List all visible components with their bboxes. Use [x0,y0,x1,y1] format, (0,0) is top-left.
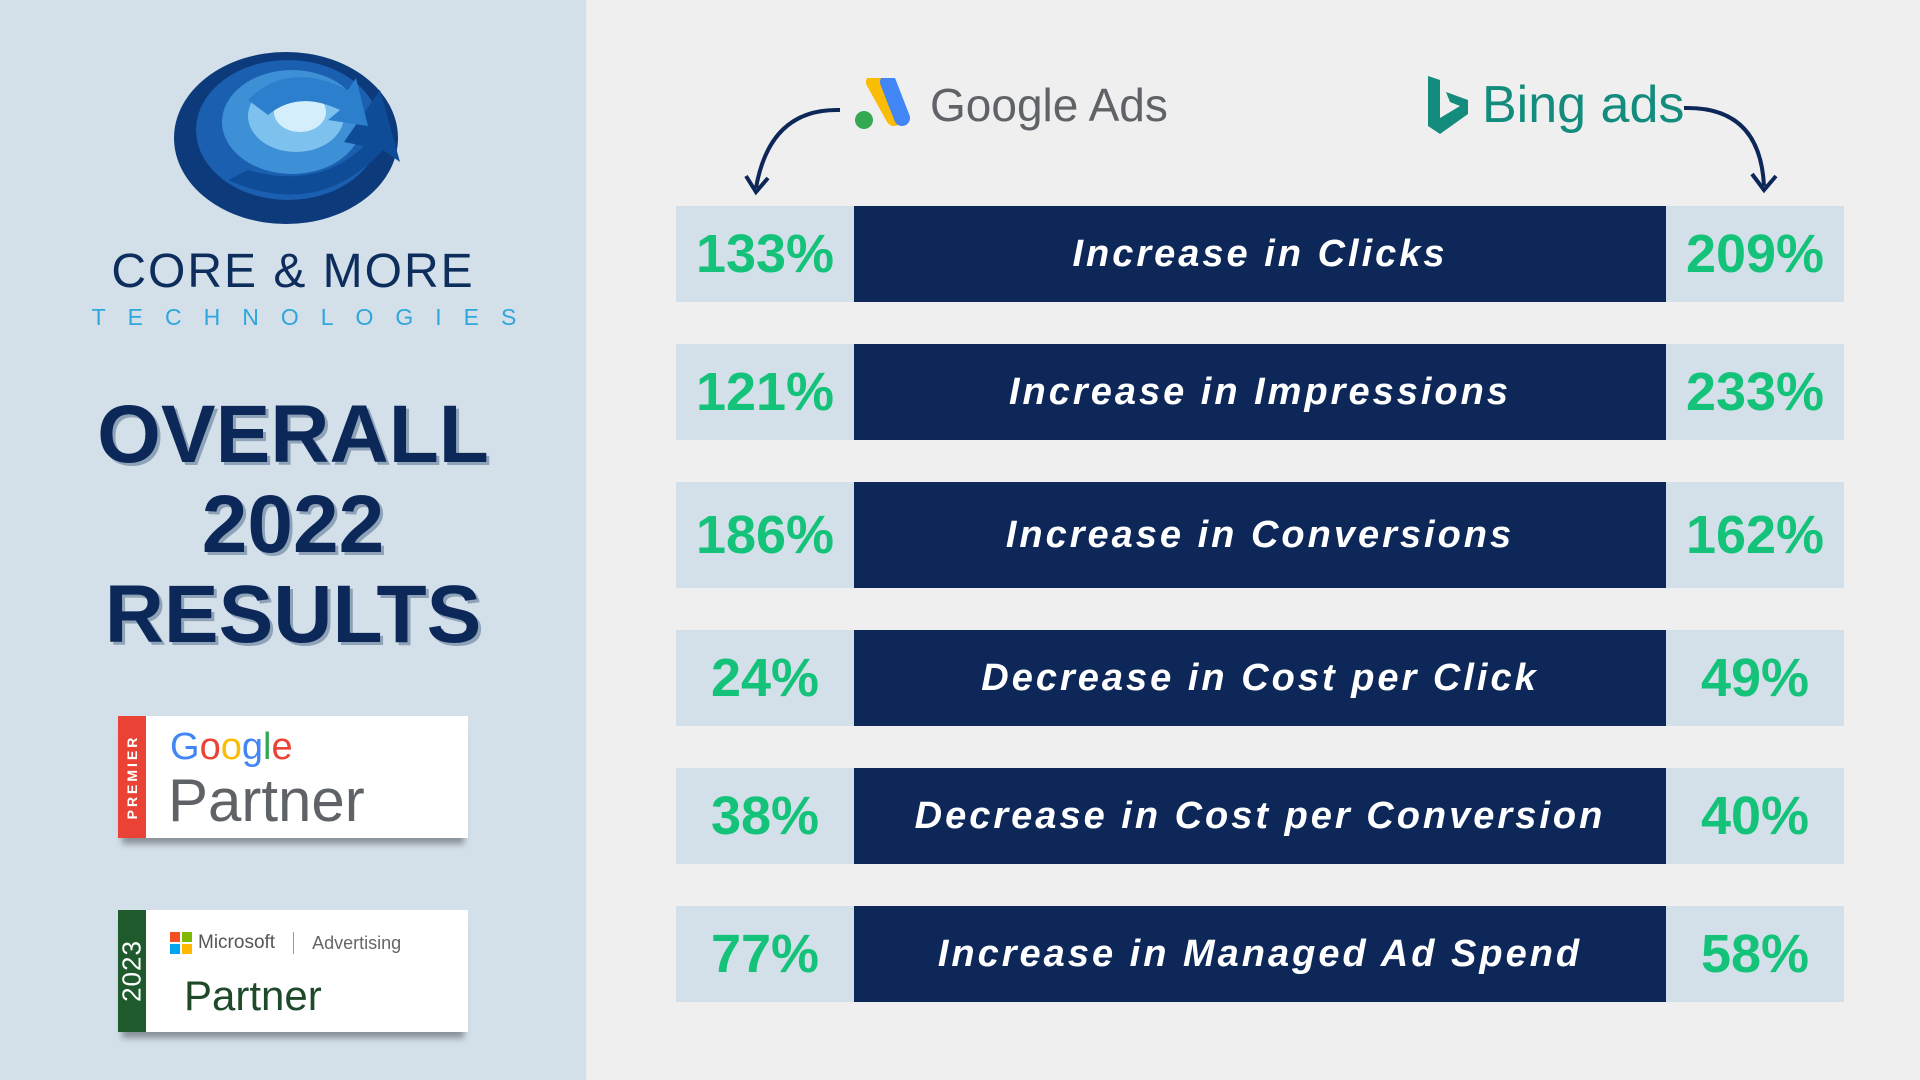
curved-arrow-right-icon [1683,105,1778,194]
google-value: 77% [676,906,854,1002]
bing-value: 233% [1666,344,1844,440]
divider [293,932,295,954]
logo-tagline: TECHNOLOGIES [91,304,539,330]
curved-arrow-left-icon [744,107,841,196]
year-label: 2023 [116,940,147,1002]
metric-label: Decrease in Cost per Conversion [854,768,1666,864]
page-title: OVERALL 2022 RESULTS [40,390,546,660]
metric-label: Increase in Managed Ad Spend [854,906,1666,1002]
result-row: 186% Increase in Conversions 162% [676,482,1844,588]
advertising-label: Advertising [312,932,402,953]
bing-value: 209% [1666,206,1844,302]
partner-label: Partner [168,767,365,834]
bing-value: 49% [1666,630,1844,726]
core-and-more-logo [174,52,400,224]
result-row: 133% Increase in Clicks 209% [676,206,1844,302]
bing-icon [1428,76,1468,134]
result-row: 24% Decrease in Cost per Click 49% [676,630,1844,726]
google-value: 38% [676,768,854,864]
metric-label: Increase in Clicks [854,206,1666,302]
result-row: 77% Increase in Managed Ad Spend 58% [676,906,1844,1002]
microsoft-partner-badge: 2023 Microsoft Advertising Partner [116,910,468,1032]
google-value: 121% [676,344,854,440]
google-value: 133% [676,206,854,302]
partner-label: Partner [184,972,322,1019]
result-row: 121% Increase in Impressions 233% [676,344,1844,440]
title-line-1: OVERALL [97,389,489,480]
google-ads-icon [855,78,910,129]
badge-strip: 2023 [116,910,147,1032]
title-line-3: RESULTS [104,569,482,660]
microsoft-header: Microsoft Advertising [170,932,401,954]
microsoft-label: Microsoft [198,932,276,953]
bing-value: 40% [1666,768,1844,864]
bing-value: 58% [1666,906,1844,1002]
bing-value: 162% [1666,482,1844,588]
google-wordmark: Google [170,726,293,768]
title-line-2: 2022 [201,479,385,570]
metric-label: Decrease in Cost per Click [854,630,1666,726]
logo-name: CORE & MORE [111,245,475,298]
microsoft-icon [170,932,192,954]
sidebar: CORE & MORE TECHNOLOGIES OVERALL 2022 RE… [0,0,586,1080]
google-ads-header: Google Ads [852,78,1168,132]
google-partner-badge: PREMIER Google Partner [118,716,468,838]
premier-label: PREMIER [124,734,140,820]
google-ads-label: Google Ads [930,79,1168,131]
bing-ads-label: Bing ads [1482,76,1685,134]
google-value: 186% [676,482,854,588]
google-value: 24% [676,630,854,726]
metric-label: Increase in Impressions [854,344,1666,440]
bing-ads-header: Bing ads [1426,74,1684,136]
metric-label: Increase in Conversions [854,482,1666,588]
result-row: 38% Decrease in Cost per Conversion 40% [676,768,1844,864]
badge-strip: PREMIER [118,716,146,838]
